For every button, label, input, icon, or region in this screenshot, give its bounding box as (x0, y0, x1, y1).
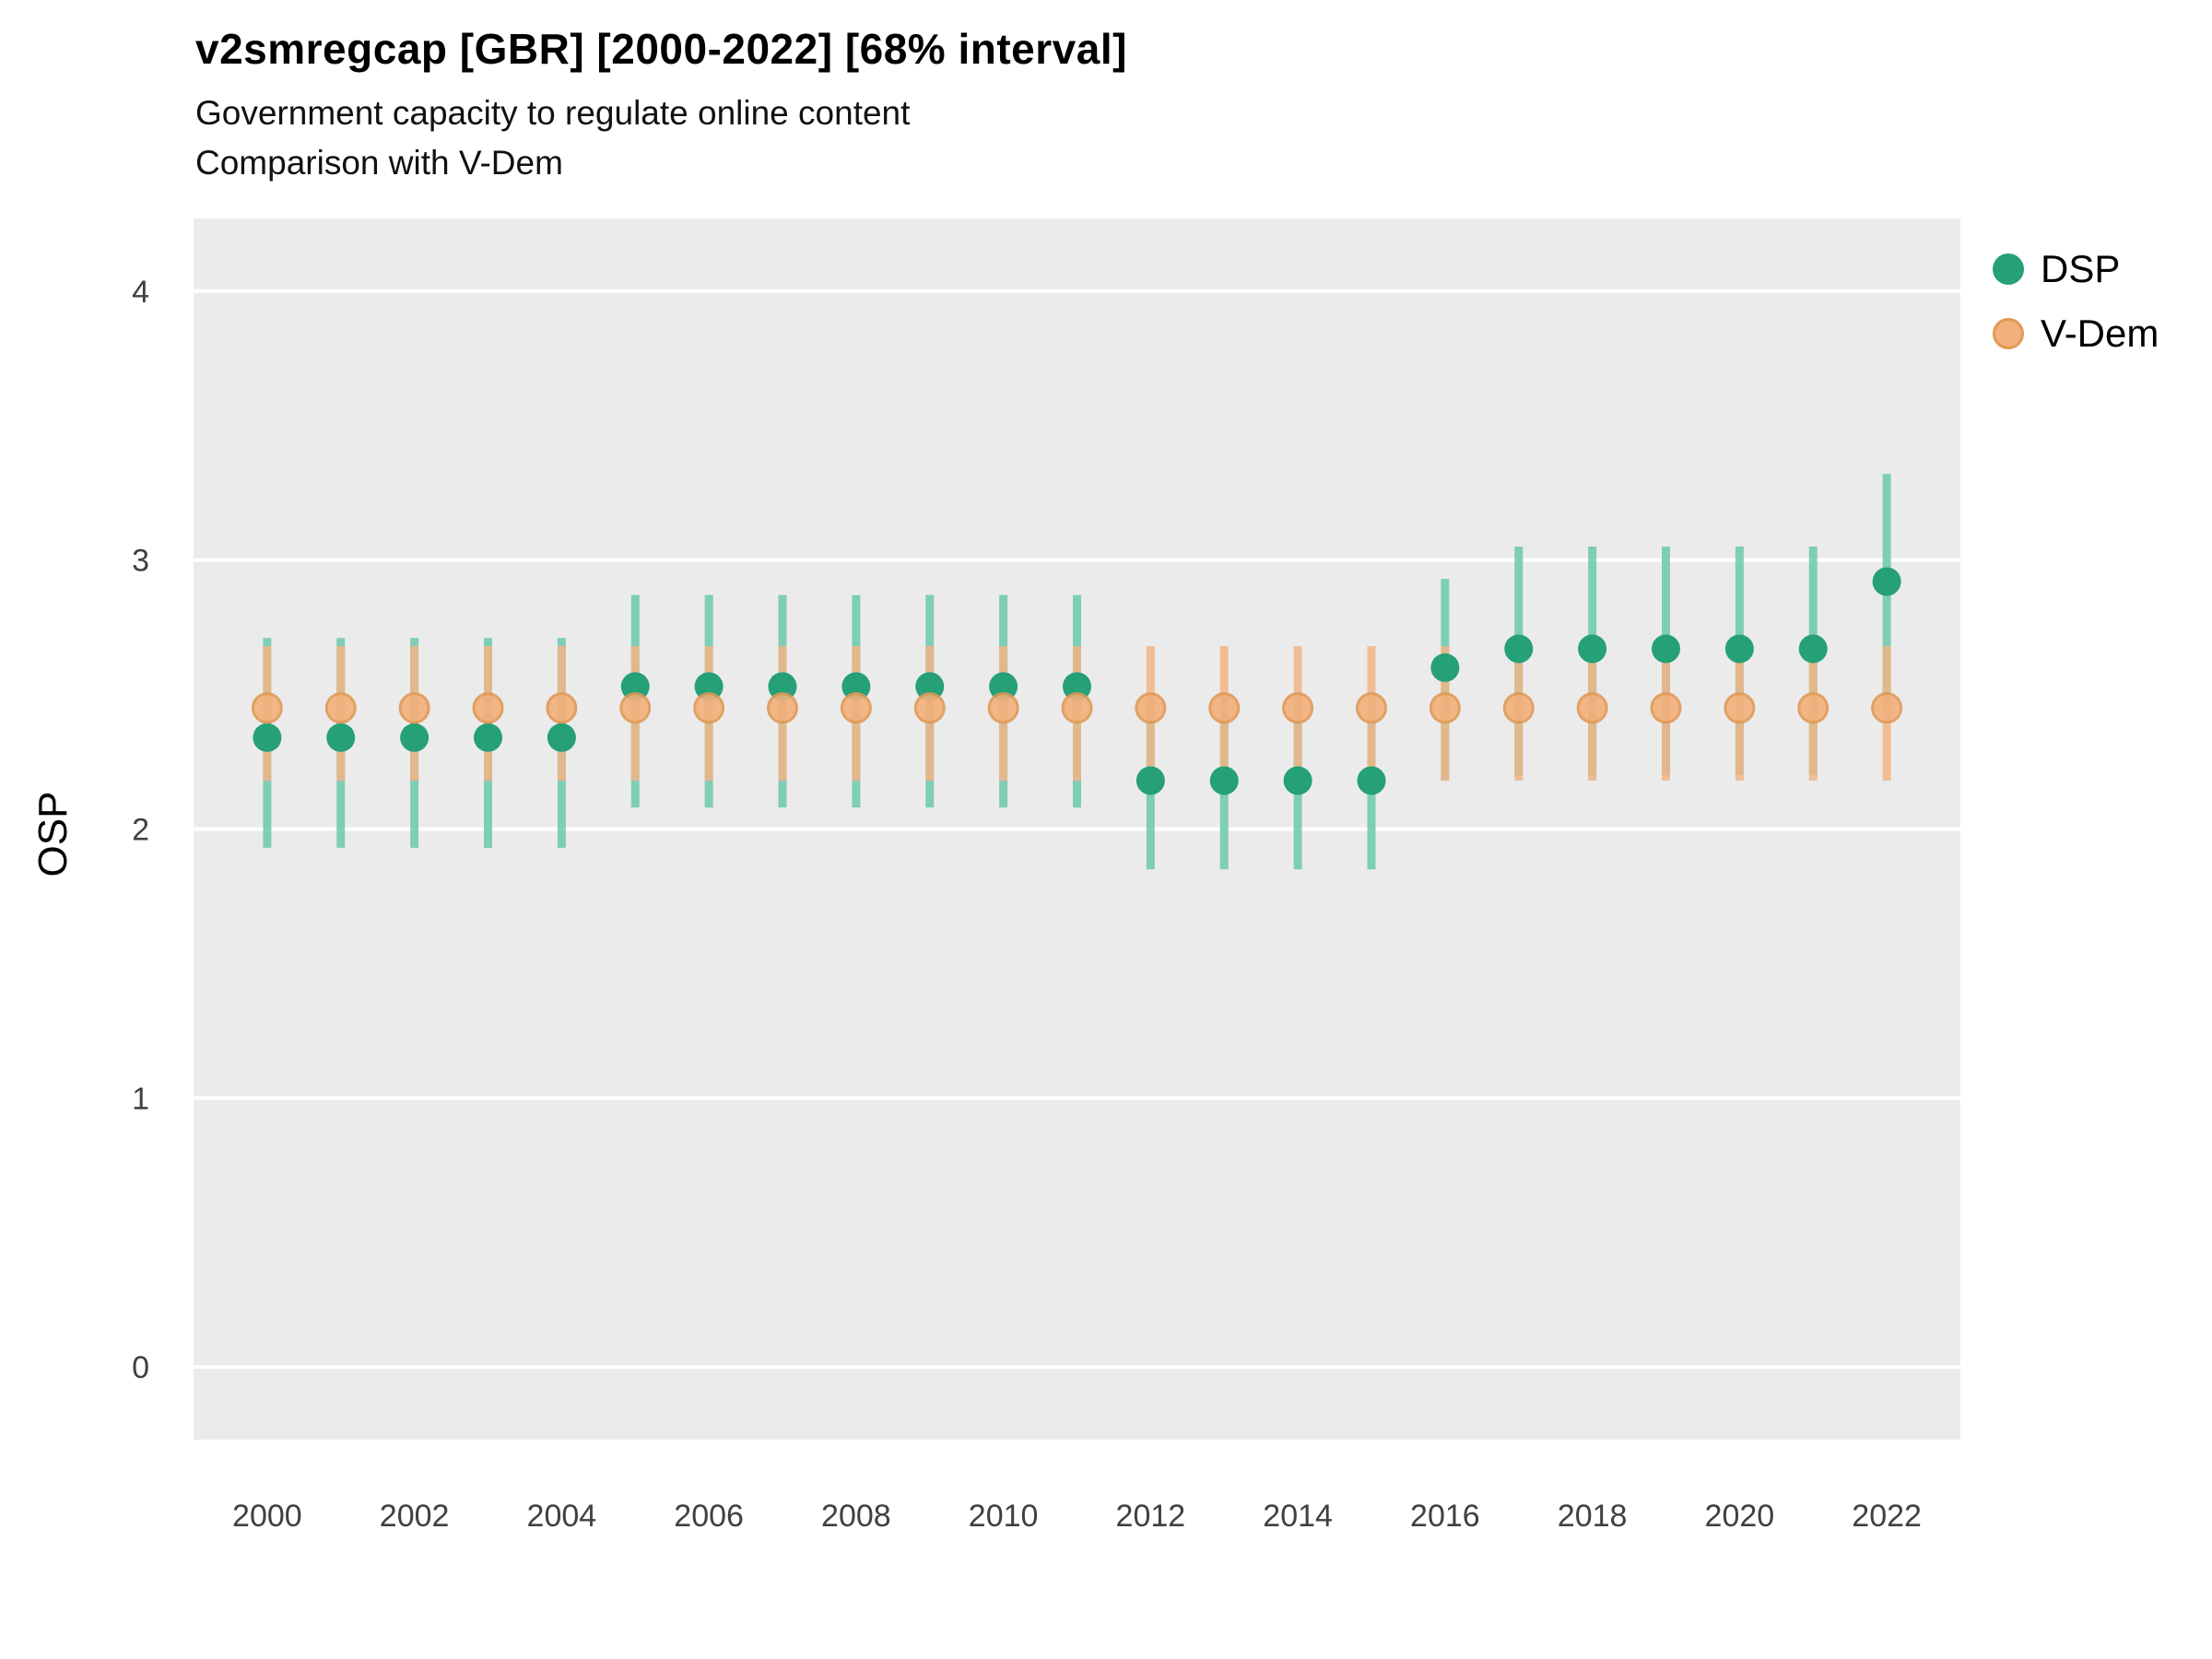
dsp-point (1135, 766, 1165, 795)
v-dem-point (1135, 692, 1167, 724)
v-dem-point (472, 692, 504, 724)
x-tick-label: 2020 (1705, 1499, 1775, 1534)
dsp-point (841, 672, 871, 701)
legend-label: DSP (2041, 247, 2121, 290)
dsp-point (1209, 766, 1239, 795)
legend-item-dsp: DSP (1993, 247, 2159, 291)
y-tick-label: 1 (132, 1081, 149, 1116)
dsp-point (1504, 634, 1534, 664)
x-tick-label: 2012 (1116, 1499, 1186, 1534)
x-tick-label: 2002 (380, 1499, 450, 1534)
v-dem-point (840, 692, 872, 724)
x-tick-label: 2000 (232, 1499, 302, 1534)
v-dem-point (398, 692, 430, 724)
dsp-point (1578, 634, 1607, 664)
v-dem-point (1061, 692, 1093, 724)
x-tick-label: 2018 (1558, 1499, 1628, 1534)
legend: DSP V-Dem (1993, 247, 2159, 356)
legend-marker-dsp-icon (1993, 253, 2024, 285)
v-dem-point (546, 692, 578, 724)
dsp-point (989, 672, 1018, 701)
v-dem-point (1871, 692, 1903, 724)
dsp-point (474, 723, 502, 752)
y-tick-label: 0 (132, 1350, 149, 1385)
dsp-point (547, 723, 576, 752)
dsp-point (620, 672, 650, 701)
legend-label: V-Dem (2041, 312, 2159, 355)
v-dem-point (251, 692, 283, 724)
x-tick-label: 2010 (969, 1499, 1039, 1534)
x-tick-label: 2008 (821, 1499, 891, 1534)
v-dem-point (1502, 692, 1535, 724)
y-tick-label: 3 (132, 544, 149, 579)
v-dem-point (1208, 692, 1241, 724)
v-dem-point (767, 692, 798, 724)
dsp-point (1357, 766, 1386, 795)
x-tick-label: 2022 (1852, 1499, 1922, 1534)
dsp-point (915, 672, 945, 701)
v-dem-point (1650, 692, 1682, 724)
dsp-point (1283, 766, 1312, 795)
dsp-point (1724, 634, 1754, 664)
v-dem-point (324, 692, 357, 724)
dsp-point (694, 672, 724, 701)
x-tick-label: 2014 (1263, 1499, 1333, 1534)
dsp-point (400, 723, 429, 752)
v-dem-point (987, 692, 1019, 724)
v-dem-point (1356, 692, 1387, 724)
v-dem-point (1429, 692, 1461, 724)
chart-subtitle-2: Comparison with V-Dem (195, 143, 563, 182)
dsp-point (1798, 634, 1828, 664)
dsp-point (326, 723, 356, 752)
dsp-point (1430, 653, 1460, 682)
y-tick-label: 2 (132, 813, 149, 848)
v-dem-point (1282, 692, 1314, 724)
dsp-point (1652, 634, 1680, 664)
v-dem-point (693, 692, 725, 724)
y-tick-label: 4 (132, 275, 149, 310)
dsp-point (768, 672, 797, 701)
v-dem-point (913, 692, 946, 724)
dsp-point (253, 723, 282, 752)
v-dem-point (619, 692, 652, 724)
v-dem-point (1724, 692, 1756, 724)
chart-header: v2smregcap [GBR] [2000-2022] [68% interv… (195, 24, 1127, 187)
legend-item-v-dem: V-Dem (1993, 312, 2159, 356)
dsp-point (1872, 567, 1901, 596)
chart-title: v2smregcap [GBR] [2000-2022] [68% interv… (195, 25, 1127, 73)
chart-subtitle: Government capacity to regulate online c… (195, 94, 911, 132)
x-tick-label: 2006 (674, 1499, 744, 1534)
v-dem-point (1797, 692, 1830, 724)
legend-marker-v-dem-icon (1993, 318, 2024, 349)
v-dem-point (1576, 692, 1608, 724)
x-tick-label: 2016 (1410, 1499, 1480, 1534)
x-tick-label: 2004 (527, 1499, 597, 1534)
dsp-point (1063, 672, 1091, 701)
